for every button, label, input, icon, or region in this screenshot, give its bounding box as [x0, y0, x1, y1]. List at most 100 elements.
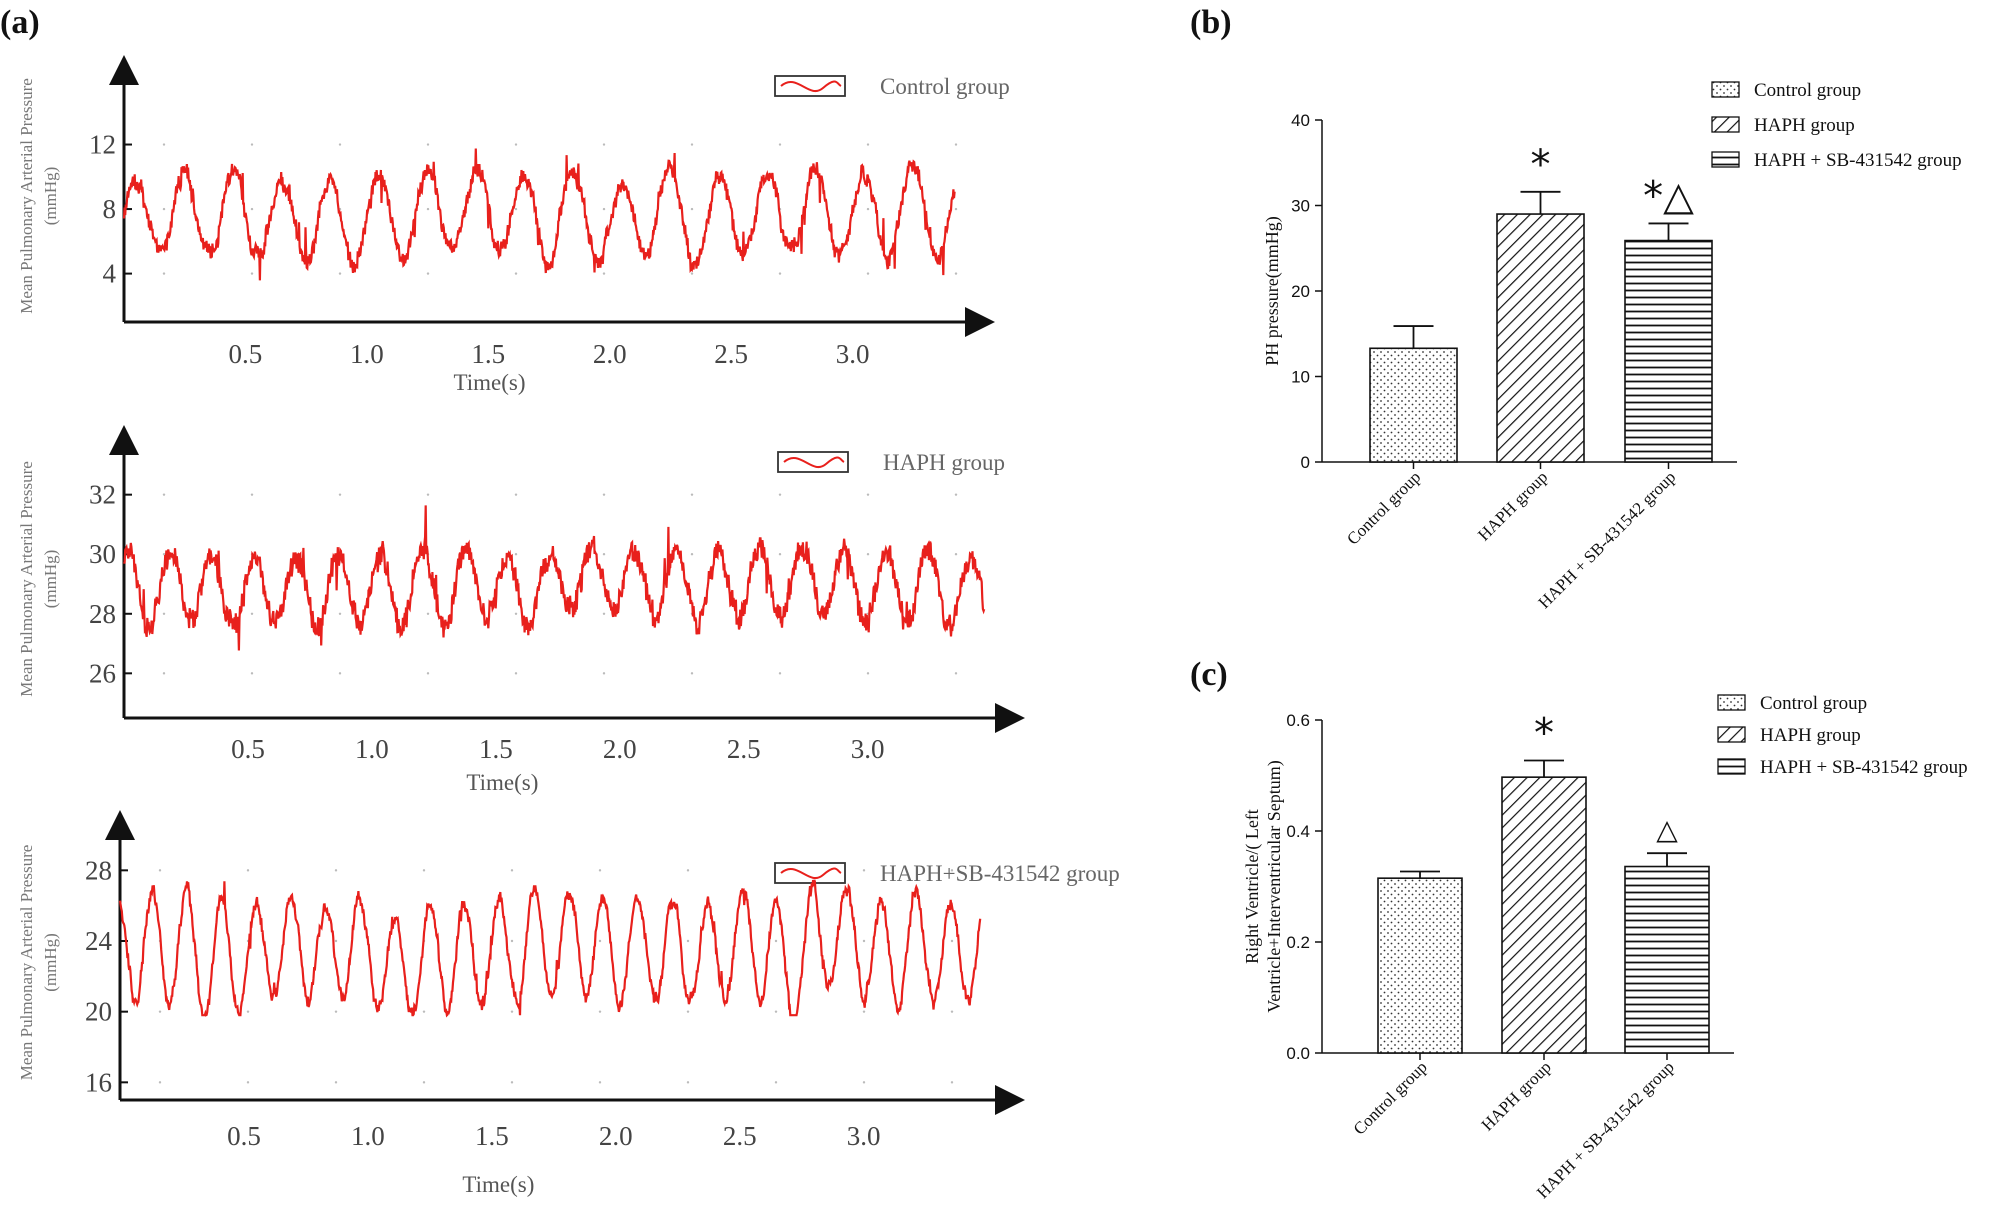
grid-dot — [334, 1010, 338, 1013]
grid-dot — [510, 869, 514, 872]
grid-dot — [338, 612, 342, 615]
grid-dot — [338, 493, 342, 496]
grid-dot — [426, 207, 430, 211]
grid-dot — [690, 493, 694, 496]
legend-swatch-line — [780, 867, 842, 879]
grid-dot — [426, 612, 430, 615]
x-tick-label: 1.0 — [355, 734, 389, 764]
grid-dot — [602, 612, 606, 615]
y-tick-label: 28 — [89, 599, 116, 629]
grid-dot — [338, 272, 342, 275]
grid-dot — [602, 207, 606, 211]
grid-dot — [950, 869, 954, 872]
bar — [1624, 239, 1713, 463]
y-tick-label: 12 — [89, 130, 116, 160]
x-tick-label: 2.5 — [723, 1121, 757, 1151]
grid-dot — [158, 1010, 162, 1013]
x-tick-label: 1.0 — [351, 1121, 385, 1151]
x-tick-label: 2.5 — [727, 734, 761, 764]
grid-dot — [422, 1010, 426, 1013]
x-tick-label: 0.5 — [231, 734, 265, 764]
grid-dot — [598, 1081, 602, 1084]
x-tick-label: 1.0 — [350, 339, 384, 369]
pressure-trace — [118, 879, 982, 1018]
legend-swatch-box — [774, 862, 846, 884]
significance-marker: △ — [1656, 813, 1678, 846]
grid-dot — [162, 272, 166, 275]
grid-dot — [866, 207, 870, 211]
grid-dot — [954, 493, 958, 496]
grid-dot — [158, 869, 162, 872]
significance-marker: *△ — [1643, 173, 1694, 219]
significance-marker: * — [1534, 711, 1554, 757]
y-tick-label: 4 — [103, 259, 117, 289]
legend-swatch-line — [783, 456, 845, 468]
x-axis-label: Time(s) — [454, 370, 526, 395]
y-tick-label: 0.6 — [1286, 711, 1310, 730]
category-label: Control group — [1343, 467, 1424, 548]
grid-dot — [950, 1010, 954, 1013]
grid-dot — [510, 939, 514, 943]
bar — [1624, 865, 1710, 1054]
legend-label: Control group — [1754, 80, 1861, 101]
y-tick-label: 30 — [1291, 197, 1310, 216]
grid-dot — [250, 672, 254, 675]
grid-dot — [422, 1081, 426, 1084]
grid-dot — [598, 939, 602, 943]
grid-dot — [602, 553, 606, 556]
grid-dot — [866, 493, 870, 496]
grid-dot — [158, 1081, 162, 1084]
grid-dot — [950, 939, 954, 943]
grid-dot — [338, 672, 342, 675]
grid-dot — [690, 272, 694, 275]
panel-label-b: (b) — [1190, 4, 1232, 41]
legend-label: Control group — [880, 74, 1010, 99]
y-tick-label: 30 — [89, 539, 116, 569]
grid-dot — [250, 493, 254, 496]
grid-dot — [602, 493, 606, 496]
grid-dot — [246, 869, 250, 872]
grid-dot — [602, 143, 606, 146]
y-axis-label: Mean Pulmonary Arterial Pressure — [17, 78, 36, 314]
grid-dot — [426, 672, 430, 675]
grid-dot — [866, 143, 870, 146]
grid-dot — [250, 143, 254, 146]
x-tick-label: 1.5 — [479, 734, 513, 764]
legend-swatch — [1711, 116, 1740, 133]
bar-chart-ph-pressure: 0 10 20 30 40 PH pressure(mmHg) Control group *… — [1262, 80, 1962, 612]
grid-dot — [954, 272, 958, 275]
grid-dot — [690, 553, 694, 556]
grid-dot — [162, 493, 166, 496]
trace-plot-haph: 26 28 30 32 0.5 1.0 1.5 2.0 2.5 3.0 Time(s) Mean Pu… — [17, 425, 1025, 795]
grid-dot — [690, 672, 694, 675]
grid-dot — [250, 272, 254, 275]
bar-chart-rv-ratio: 0.0 0.2 0.4 0.6 Right Ventricle/( Left Ventri… — [1242, 693, 1968, 1202]
x-tick-label: 2.0 — [603, 734, 637, 764]
legend-swatch-box — [777, 451, 849, 473]
x-tick-label: 3.0 — [847, 1121, 881, 1151]
category-label: HAPH group — [1478, 1057, 1555, 1134]
legend-swatch-line — [780, 80, 842, 92]
grid-dot — [774, 1081, 778, 1084]
grid-dot — [426, 143, 430, 146]
grid-dot — [862, 939, 866, 943]
x-axis-label: Time(s) — [466, 770, 538, 795]
grid-dot — [686, 1010, 690, 1013]
y-axis-label-units: (mmHg) — [41, 167, 60, 226]
grid-dot — [334, 939, 338, 943]
y-axis-label: Mean Pulmonary Arterial Pressure — [17, 845, 36, 1081]
grid-dot — [602, 672, 606, 675]
grid-dot — [602, 272, 606, 275]
grid-dot — [954, 207, 958, 211]
y-axis-label-units: (mmHg) — [41, 933, 60, 992]
y-tick-label: 10 — [1291, 368, 1310, 387]
y-tick-label: 0.0 — [1286, 1044, 1310, 1063]
bar — [1369, 347, 1458, 463]
grid-dot — [426, 493, 430, 496]
legend-label: HAPH group — [1760, 725, 1861, 746]
grid-dot — [778, 272, 782, 275]
grid-dot — [866, 672, 870, 675]
grid-dot — [510, 1010, 514, 1013]
x-tick-label: 1.5 — [475, 1121, 509, 1151]
